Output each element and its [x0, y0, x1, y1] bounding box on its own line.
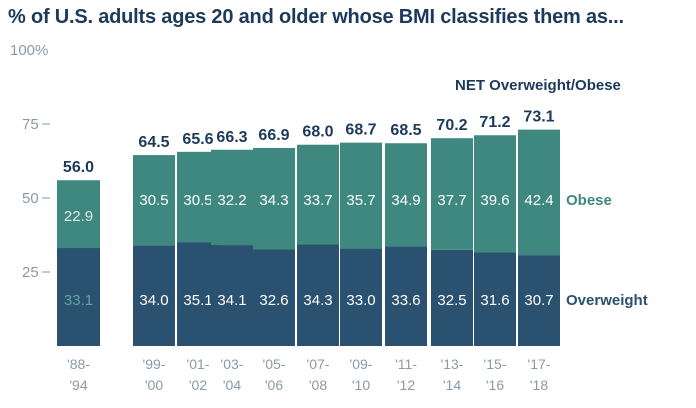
x-category-label: '15-: [484, 356, 507, 372]
x-category-label: '01-: [187, 356, 210, 372]
x-category-label: '88-: [67, 356, 90, 372]
x-category-label: '06: [265, 377, 283, 393]
overweight-value-label: 33.6: [391, 292, 420, 309]
net-total-label: 66.3: [216, 129, 247, 146]
x-category-label: '05-: [263, 356, 286, 372]
obese-value-label: 32.2: [217, 192, 246, 209]
overweight-bar: [518, 255, 560, 346]
obese-bar: [133, 155, 175, 246]
net-total-label: 56.0: [63, 159, 94, 176]
chart-title: % of U.S. adults ages 20 and older whose…: [8, 6, 624, 28]
overweight-bar: [297, 244, 339, 346]
y-tick-label: 25: [22, 264, 39, 281]
overweight-value-label: 35.1: [183, 292, 212, 309]
legend-obese: Obese: [566, 192, 612, 209]
y-axis: 25 50 75 100%: [10, 42, 50, 281]
obese-bar: [211, 149, 253, 246]
x-category-label: '99-: [143, 356, 166, 372]
net-total-label: 65.6: [182, 131, 213, 148]
x-category-label: '17-: [528, 356, 551, 372]
bars: 33.1 22.9 56.0 34.0 30.5 64.5 35.1 30.5 65.6 34.1…: [57, 109, 560, 346]
obese-bar: [431, 138, 473, 250]
overweight-value-label: 32.5: [437, 292, 466, 309]
obese-value-label: 34.3: [259, 192, 288, 209]
x-category-label: '10: [352, 377, 370, 393]
overweight-value-label: 33.0: [346, 292, 375, 309]
obese-value-label: 30.5: [139, 192, 168, 209]
legend-overweight: Overweight: [566, 292, 648, 309]
overweight-bar: [431, 249, 473, 346]
x-category-label: '13-: [441, 356, 464, 372]
net-total-label: 68.0: [302, 124, 333, 141]
x-category-label: '04: [223, 377, 241, 393]
obese-bar: [297, 144, 339, 245]
overweight-bar: [253, 249, 295, 346]
x-category-label: '14: [443, 377, 461, 393]
net-total-label: 68.7: [345, 122, 376, 139]
obese-bar: [57, 180, 100, 249]
x-category-label: '94: [69, 377, 87, 393]
x-axis: '88- '94 '99- '00 '01- '02 '03- '04 '05- '06 '07- '…: [67, 356, 551, 393]
net-total-label: 66.9: [258, 127, 289, 144]
x-category-label: '16: [486, 377, 504, 393]
y-tick-label: 75: [22, 116, 39, 133]
x-category-label: '03-: [221, 356, 244, 372]
x-category-label: '02: [189, 377, 207, 393]
obese-value-label: 33.7: [303, 192, 332, 209]
obese-bar: [474, 135, 516, 253]
obese-value-label: 42.4: [524, 192, 553, 209]
overweight-bar: [57, 248, 100, 346]
net-total-label: 73.1: [523, 109, 554, 126]
overweight-value-label: 34.3: [303, 292, 332, 309]
x-category-label: '00: [145, 377, 163, 393]
obese-value-label: 35.7: [346, 192, 375, 209]
overweight-value-label: 31.6: [480, 292, 509, 309]
obese-value-label: 39.6: [480, 192, 509, 209]
x-category-label: '08: [309, 377, 327, 393]
overweight-value-label: 34.1: [217, 292, 246, 309]
overweight-value-label: 30.7: [524, 292, 553, 309]
obese-value-label: 22.9: [64, 208, 93, 225]
net-total-label: 64.5: [138, 134, 169, 151]
overweight-value-label: 33.1: [64, 292, 93, 309]
obese-bar: [340, 142, 382, 249]
x-category-label: '09-: [350, 356, 373, 372]
y-tick-label: 100%: [10, 42, 48, 59]
x-category-label: '11-: [395, 356, 417, 372]
net-total-label: 71.2: [479, 114, 510, 131]
y-tick-label: 50: [22, 190, 39, 207]
overweight-bar: [340, 248, 382, 346]
overweight-bar: [211, 245, 253, 346]
obese-bar: [385, 143, 427, 247]
net-total-label: 70.2: [436, 117, 467, 134]
obese-value-label: 37.7: [437, 192, 466, 209]
overweight-bar: [474, 252, 516, 346]
x-category-label: '07-: [307, 356, 330, 372]
net-overweight-obese-label: NET Overweight/Obese: [455, 77, 621, 94]
overweight-bar: [133, 245, 175, 346]
x-category-label: '18: [530, 377, 548, 393]
obese-bar: [518, 129, 560, 256]
net-total-label: 68.5: [390, 122, 421, 139]
obese-value-label: 30.5: [183, 192, 212, 209]
overweight-bar: [385, 246, 427, 346]
obese-bar: [253, 147, 295, 250]
overweight-value-label: 34.0: [139, 292, 168, 309]
obese-value-label: 34.9: [391, 192, 420, 209]
x-category-label: '12: [397, 377, 415, 393]
overweight-value-label: 32.6: [259, 292, 288, 309]
